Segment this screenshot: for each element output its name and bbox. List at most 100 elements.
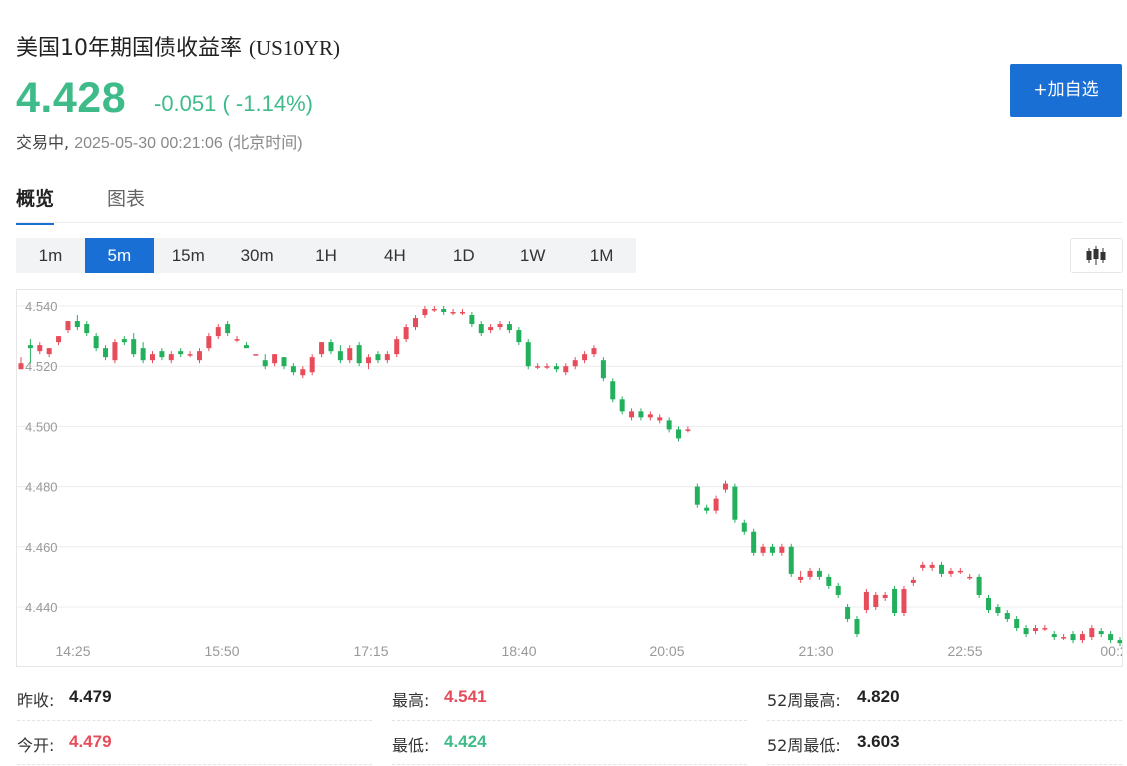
x-tick-label: 14:25 bbox=[55, 643, 90, 659]
candle-body bbox=[46, 348, 52, 355]
candle-body bbox=[882, 594, 888, 598]
candle-body bbox=[920, 564, 926, 568]
timeframe-15m[interactable]: 15m bbox=[171, 246, 205, 265]
candle-body bbox=[337, 351, 343, 361]
candle-body bbox=[976, 576, 982, 595]
candle-body bbox=[910, 579, 916, 583]
tab-chart[interactable]: 图表 bbox=[107, 188, 146, 210]
candle-body bbox=[84, 324, 90, 334]
tab-divider bbox=[16, 222, 1122, 223]
prev-close-value: 4.479 bbox=[69, 687, 112, 706]
candle-body bbox=[413, 318, 419, 328]
chart-type-button[interactable] bbox=[1070, 238, 1123, 273]
candle-body bbox=[366, 357, 372, 364]
candle-body bbox=[535, 366, 541, 368]
high-label: 最高: bbox=[392, 691, 430, 710]
candle-body bbox=[704, 507, 710, 511]
status-datetime: 2025-05-30 00:21:06 bbox=[74, 135, 223, 152]
week52-high-value: 4.820 bbox=[857, 687, 900, 706]
candle-body bbox=[253, 354, 259, 356]
candle-body bbox=[657, 417, 663, 421]
trading-status: 交易中, 2025-05-30 00:21:06 (北京时间) bbox=[16, 129, 303, 153]
candle-body bbox=[74, 321, 80, 328]
candle-body bbox=[384, 354, 390, 361]
candle-body bbox=[27, 345, 33, 349]
candle-body bbox=[1117, 640, 1123, 644]
candle-body bbox=[1108, 634, 1114, 641]
candle-body bbox=[309, 357, 315, 373]
y-tick-label: 4.460 bbox=[25, 540, 58, 555]
y-tick-label: 4.440 bbox=[25, 600, 58, 615]
candle-body bbox=[347, 348, 353, 361]
instrument-code: (US10YR) bbox=[249, 36, 341, 60]
candle-body bbox=[112, 342, 118, 361]
candle-body bbox=[760, 546, 766, 553]
timeframe-30m[interactable]: 30m bbox=[240, 246, 274, 265]
x-tick-label: 00:2 bbox=[1100, 643, 1122, 659]
stats-divider bbox=[392, 720, 747, 722]
candlestick-icon bbox=[1086, 246, 1106, 265]
price-chart[interactable]: 4.540 4.520 4.500 4.480 4.460 4.440 14:25 15:50… bbox=[16, 289, 1127, 667]
open-value: 4.479 bbox=[69, 732, 112, 751]
add-watchlist-button[interactable]: +加自选 bbox=[1010, 64, 1122, 117]
candle-body bbox=[375, 354, 381, 361]
y-tick-label: 4.520 bbox=[25, 359, 58, 374]
stats-divider bbox=[17, 764, 372, 766]
candlestick-chart: 4.540 4.520 4.500 4.480 4.460 4.440 14:25 15:50… bbox=[17, 299, 1127, 659]
candle-body bbox=[140, 348, 146, 361]
candle-body bbox=[469, 315, 475, 325]
candle-body bbox=[56, 336, 62, 343]
candle-body bbox=[638, 411, 644, 418]
tab-overview[interactable]: 概览 bbox=[16, 184, 55, 225]
x-tick-label: 15:50 bbox=[204, 643, 239, 659]
candle-body bbox=[1051, 634, 1057, 638]
status-timezone: (北京时间) bbox=[227, 135, 303, 152]
candle-body bbox=[1070, 634, 1076, 641]
candle-body bbox=[863, 591, 869, 611]
candle-body bbox=[553, 366, 559, 370]
candle-body bbox=[732, 486, 738, 520]
candle-body bbox=[1004, 613, 1010, 620]
y-tick-label: 4.480 bbox=[25, 480, 58, 495]
low-label: 最低: bbox=[392, 736, 430, 755]
candle-body bbox=[319, 342, 325, 355]
candle-body bbox=[272, 354, 278, 364]
candle-body bbox=[243, 345, 249, 349]
candle-body bbox=[591, 348, 597, 355]
candle-body bbox=[1061, 637, 1067, 639]
timeframe-5m[interactable]: 5m bbox=[84, 238, 154, 273]
timeframe-1m[interactable]: 1m bbox=[38, 246, 63, 265]
price-change: -0.051 ( -1.14%) bbox=[154, 91, 313, 116]
candle-body bbox=[666, 420, 672, 430]
candle-body bbox=[150, 354, 156, 361]
high-value: 4.541 bbox=[444, 687, 487, 706]
candle-body bbox=[234, 339, 240, 341]
candle-body bbox=[845, 607, 851, 620]
candle-body bbox=[788, 546, 794, 574]
candle-body bbox=[835, 585, 841, 595]
candle-body bbox=[572, 360, 578, 367]
week52-low-label: 52周最低: bbox=[767, 736, 841, 755]
candle-body bbox=[610, 381, 616, 400]
candle-body bbox=[1042, 628, 1048, 630]
timeframe-1h[interactable]: 1H bbox=[315, 246, 337, 265]
candle-body bbox=[356, 345, 362, 364]
candle-body bbox=[967, 576, 973, 579]
prev-close-label: 昨收: bbox=[17, 691, 55, 710]
timeframe-1d[interactable]: 1D bbox=[452, 246, 475, 265]
stats-divider bbox=[17, 720, 372, 722]
candle-body bbox=[121, 339, 127, 343]
candle-body bbox=[18, 363, 24, 370]
timeframe-1mo[interactable]: 1M bbox=[589, 246, 614, 265]
candle-body bbox=[957, 570, 963, 573]
candle-body bbox=[422, 309, 428, 316]
timeframe-1w[interactable]: 1W bbox=[519, 246, 546, 265]
timeframe-4h[interactable]: 4H bbox=[384, 246, 406, 265]
candle-body bbox=[328, 342, 334, 352]
candle-body bbox=[516, 330, 522, 343]
candle-body bbox=[403, 327, 409, 340]
candle-body bbox=[215, 327, 221, 337]
candle-body bbox=[281, 357, 287, 367]
open-label: 今开: bbox=[17, 736, 55, 755]
timeframe-selector: 1m 5m 15m 30m 1H 4H 1D 1W 1M bbox=[16, 238, 636, 273]
